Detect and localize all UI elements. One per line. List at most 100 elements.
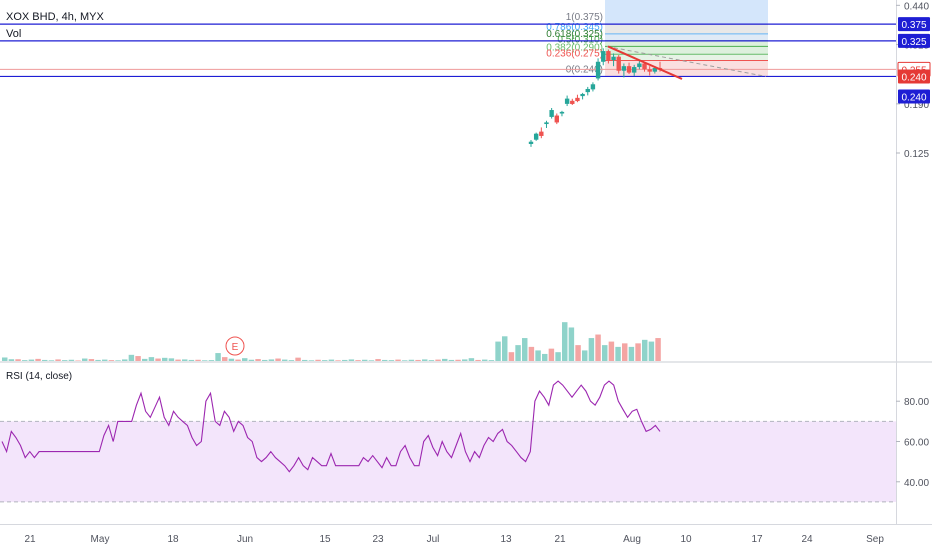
fib-level-label: 0.5(0.310) bbox=[557, 34, 603, 45]
time-tick-label: 21 bbox=[24, 534, 36, 545]
volume-bar bbox=[215, 353, 221, 361]
volume-bar bbox=[528, 346, 535, 361]
fib-zone-band bbox=[605, 46, 768, 55]
time-tick-label: 21 bbox=[554, 534, 566, 545]
volume-bar bbox=[442, 358, 448, 361]
candle-body bbox=[642, 63, 647, 70]
price-label-text: 0.375 bbox=[901, 20, 926, 31]
fib-level-label: 0.236(0.275) bbox=[546, 48, 603, 59]
volume-bar bbox=[8, 359, 15, 361]
volume-bar bbox=[295, 357, 301, 361]
volume-bar bbox=[15, 359, 21, 361]
volume-bar bbox=[588, 338, 595, 361]
volume-bar bbox=[195, 359, 201, 361]
volume-bar bbox=[615, 346, 621, 361]
volume-bar bbox=[602, 345, 608, 361]
time-tick-label: Jun bbox=[237, 534, 253, 545]
time-tick-label: 17 bbox=[751, 534, 763, 545]
volume-indicator-label[interactable]: Vol bbox=[6, 28, 22, 40]
price-label-box bbox=[898, 89, 930, 104]
time-tick-label: 18 bbox=[167, 534, 179, 545]
volume-bar bbox=[382, 359, 388, 361]
candle-body bbox=[528, 141, 534, 144]
volume-bar bbox=[535, 350, 541, 361]
volume-bar bbox=[415, 359, 421, 361]
volume-bar bbox=[148, 357, 155, 361]
candle-body bbox=[647, 69, 652, 72]
time-tick-label: 10 bbox=[680, 534, 692, 545]
candle-body bbox=[626, 66, 632, 73]
time-tick-label: 23 bbox=[372, 534, 384, 545]
volume-bar bbox=[182, 359, 188, 361]
volume-bar bbox=[402, 360, 408, 361]
rsi-indicator-label[interactable]: RSI (14, close) bbox=[6, 371, 73, 382]
volume-bar bbox=[328, 359, 335, 361]
projection-zone bbox=[605, 0, 768, 25]
candle-body bbox=[606, 51, 611, 61]
volume-bar bbox=[622, 343, 628, 361]
candle-body bbox=[601, 51, 606, 62]
volume-bar bbox=[555, 352, 561, 361]
candle-body bbox=[595, 61, 601, 79]
volume-bar bbox=[22, 360, 28, 361]
fib-zone-band bbox=[605, 40, 768, 47]
volume-bar bbox=[548, 348, 555, 361]
price-label-text: 0.240 bbox=[901, 92, 926, 103]
volume-bar bbox=[595, 334, 601, 361]
price-tick-label: 0.125 bbox=[904, 149, 929, 160]
volume-bar bbox=[202, 360, 208, 361]
volume-bar bbox=[242, 358, 248, 361]
candle-body bbox=[590, 84, 596, 90]
volume-bar bbox=[108, 360, 115, 361]
volume-bar bbox=[368, 360, 375, 361]
candle-body bbox=[652, 67, 658, 72]
time-tick-label: 24 bbox=[801, 534, 813, 545]
volume-bar bbox=[142, 358, 148, 361]
volume-bar bbox=[235, 359, 241, 361]
volume-bar bbox=[82, 358, 88, 361]
time-tick-label: 13 bbox=[500, 534, 512, 545]
candle-body bbox=[637, 63, 642, 68]
volume-bar bbox=[248, 359, 255, 361]
volume-bar bbox=[375, 359, 381, 361]
volume-bar bbox=[362, 359, 368, 361]
candle-body bbox=[554, 115, 559, 123]
price-label-text: 0.240 bbox=[901, 72, 926, 83]
volume-bar bbox=[582, 350, 588, 361]
volume-bar bbox=[2, 357, 8, 361]
volume-bar bbox=[655, 338, 661, 361]
volume-bar bbox=[468, 358, 475, 361]
volume-bar bbox=[95, 359, 101, 361]
candle-body bbox=[539, 131, 544, 136]
fib-level-label: 0(0.240) bbox=[566, 64, 603, 75]
volume-bar bbox=[75, 360, 81, 361]
volume-bar bbox=[48, 360, 55, 361]
volume-bar bbox=[502, 336, 508, 361]
volume-bar bbox=[208, 360, 215, 361]
volume-bar bbox=[302, 359, 308, 361]
candle-body bbox=[580, 93, 585, 97]
rsi-tick-label: 80.00 bbox=[904, 397, 929, 408]
volume-bar bbox=[262, 359, 268, 361]
time-tick-label: Jul bbox=[427, 534, 440, 545]
volume-bar bbox=[308, 360, 315, 361]
volume-bar bbox=[648, 341, 655, 361]
volume-bar bbox=[448, 359, 455, 361]
trend-line bbox=[607, 45, 683, 80]
fib-zone-band bbox=[605, 24, 768, 34]
volume-bar bbox=[608, 341, 615, 361]
volume-bar bbox=[128, 354, 135, 361]
price-label-box bbox=[898, 33, 930, 48]
symbol-title[interactable]: XOX BHD, 4h, MYX bbox=[6, 11, 104, 23]
volume-bar bbox=[322, 360, 328, 361]
fib-level-label: 0.382(0.290) bbox=[546, 42, 603, 53]
candle-body bbox=[632, 67, 637, 73]
time-tick-label: May bbox=[91, 534, 110, 545]
volume-bar bbox=[122, 359, 128, 361]
candle-body bbox=[570, 100, 575, 104]
fib-level-label: 0.786(0.345) bbox=[546, 22, 603, 33]
volume-bar bbox=[515, 345, 521, 361]
fib-zone-band bbox=[605, 54, 768, 61]
volume-bar bbox=[488, 360, 495, 361]
